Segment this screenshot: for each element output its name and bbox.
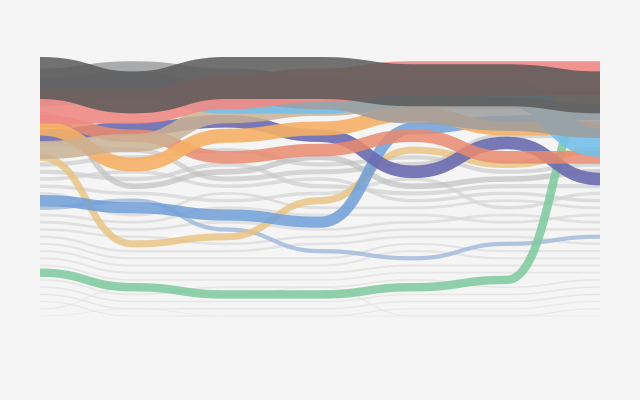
series-line-1 <box>39 56 601 114</box>
series-line-20 <box>39 206 601 224</box>
series-line-11 <box>39 146 601 248</box>
series-line-16 <box>39 162 600 196</box>
series-line-31 <box>39 301 601 317</box>
series-line-29 <box>39 286 601 303</box>
series-line-19 <box>39 191 601 217</box>
series-line-18 <box>39 177 601 210</box>
series-line-25 <box>39 250 600 267</box>
series-line-23 <box>39 235 601 253</box>
series-line-12 <box>39 198 601 261</box>
series-layer <box>39 56 602 317</box>
series-line-30 <box>39 293 601 310</box>
series-line-22 <box>39 228 600 246</box>
series-line-15 <box>39 147 601 174</box>
series-line-24 <box>39 242 600 260</box>
series-line-28 <box>39 279 601 296</box>
series-line-27 <box>39 264 600 281</box>
series-line-10 <box>39 81 601 299</box>
series-line-21 <box>39 213 601 231</box>
series-line-17 <box>39 170 601 203</box>
series-line-13 <box>39 111 601 190</box>
series-line-33 <box>39 308 600 317</box>
series-line-7 <box>39 114 601 186</box>
series-line-26 <box>39 257 600 274</box>
